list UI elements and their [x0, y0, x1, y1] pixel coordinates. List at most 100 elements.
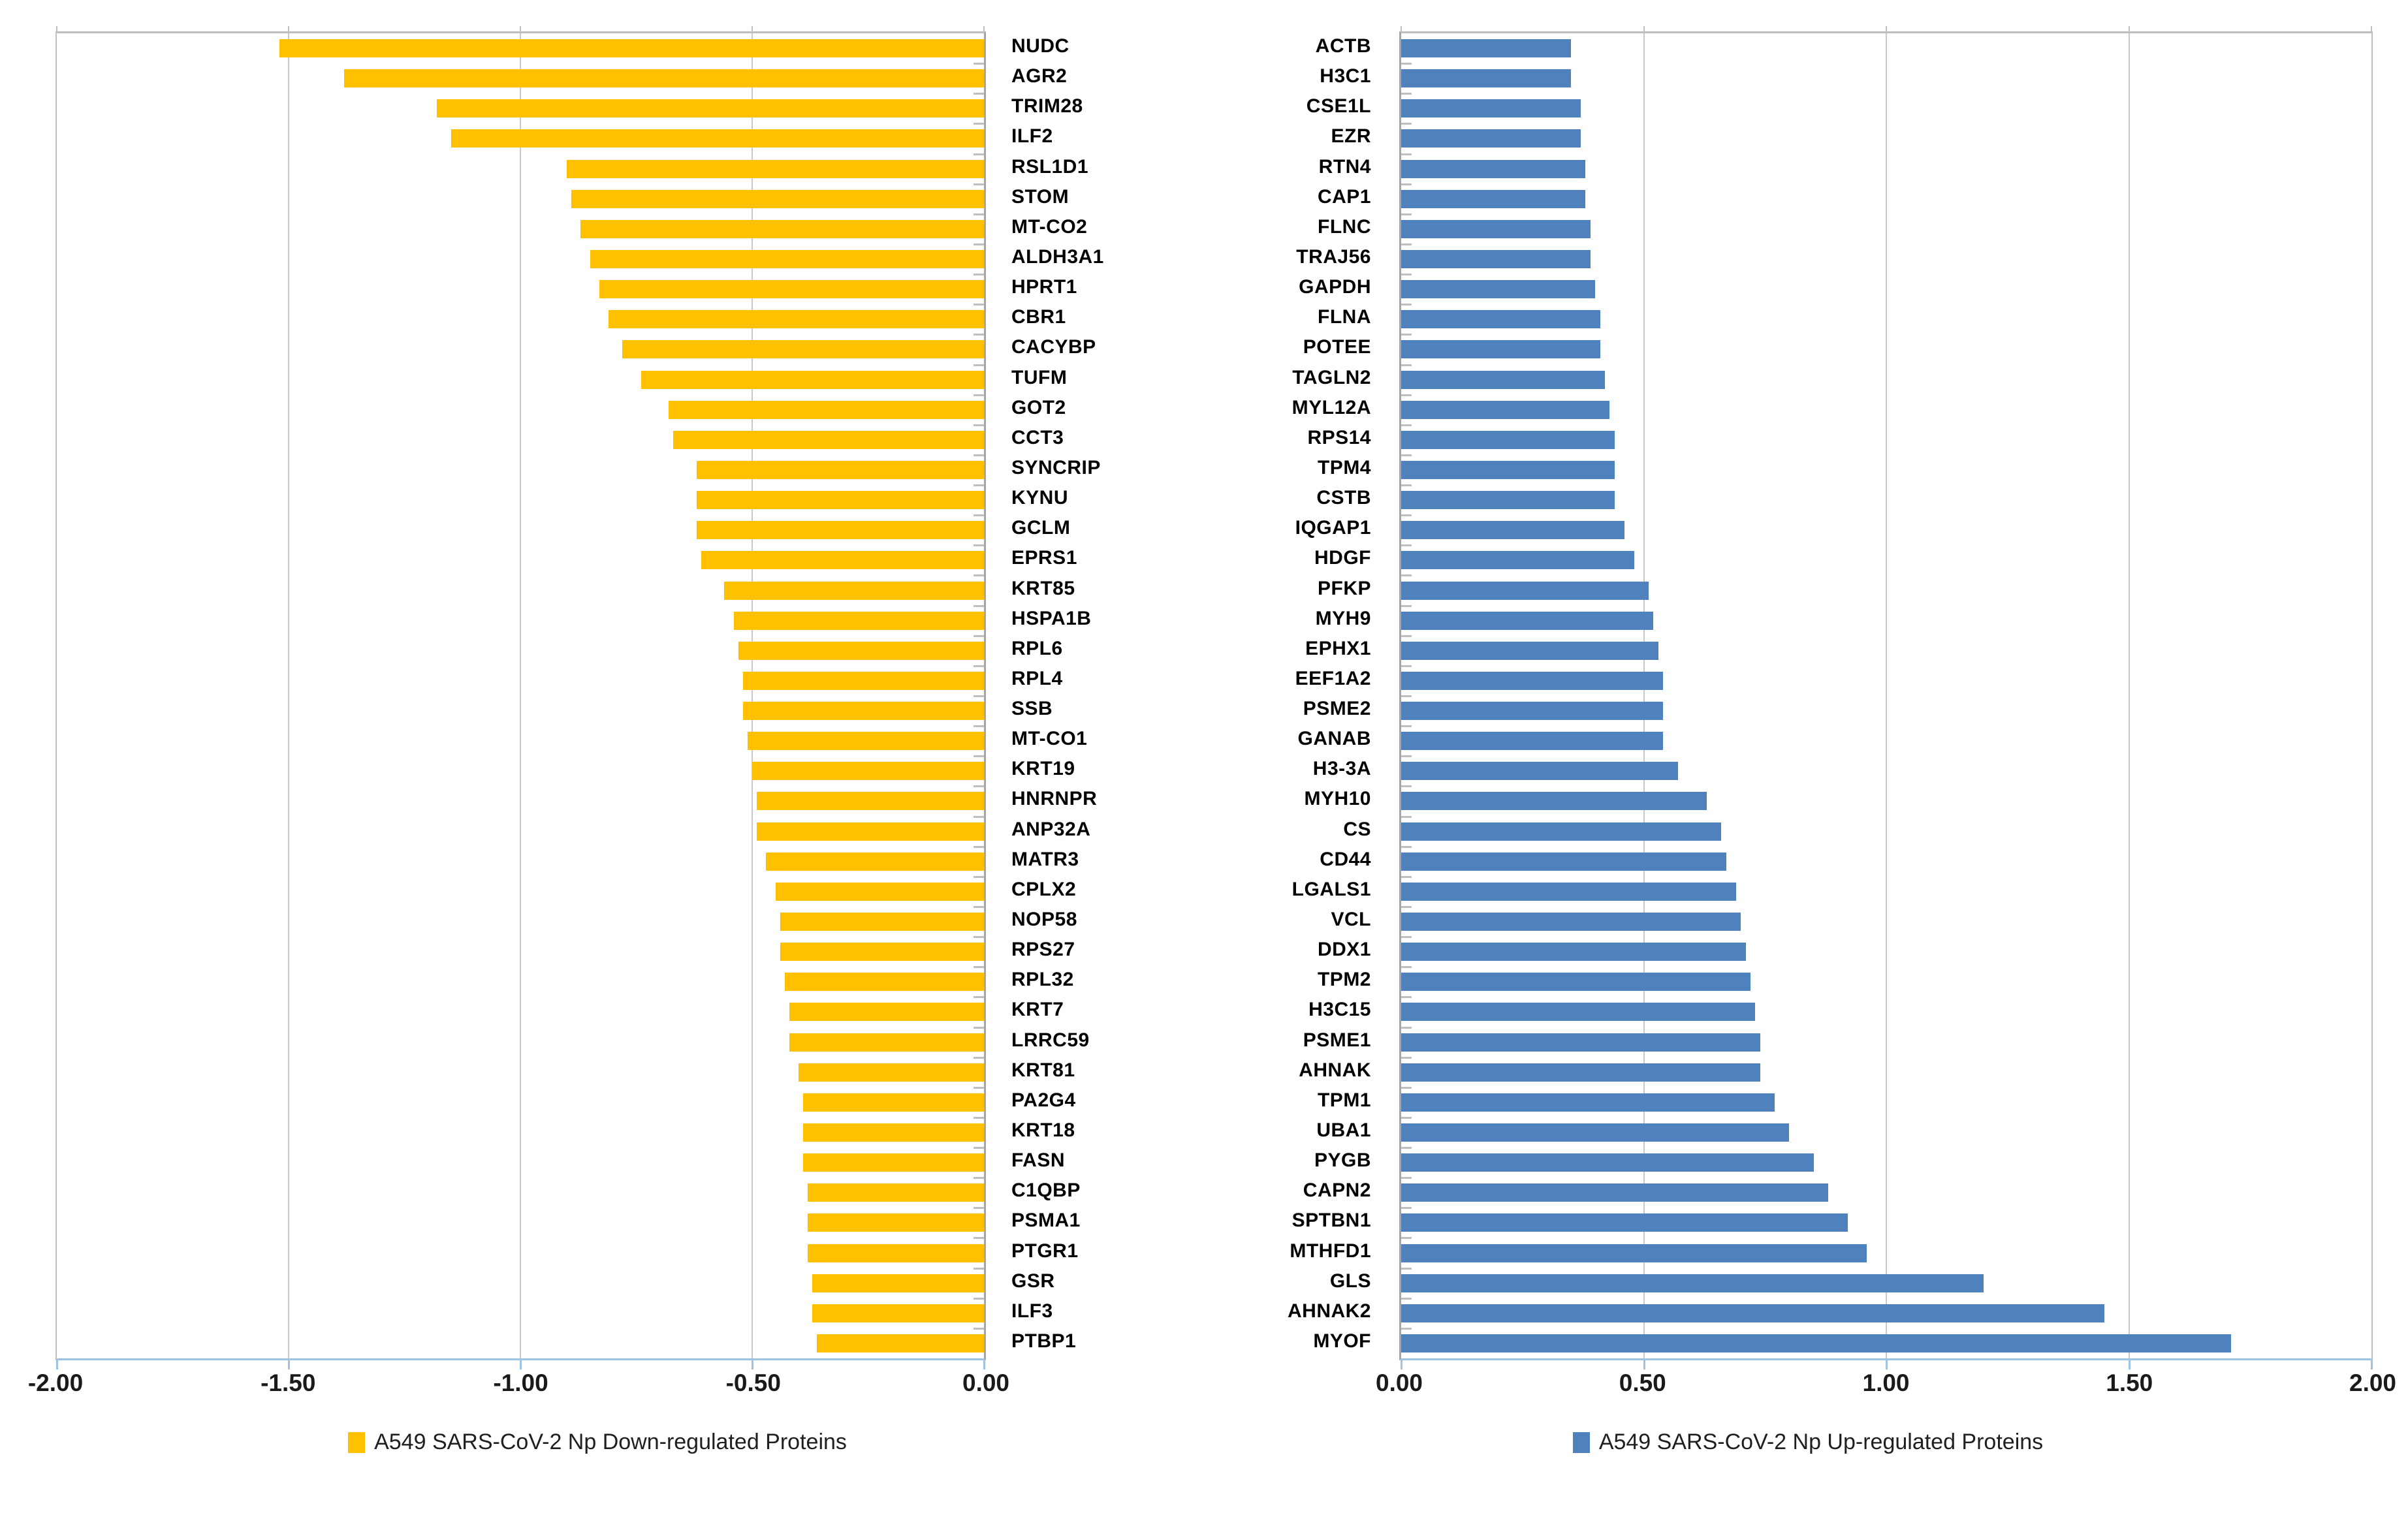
category-label-LGALS1: LGALS1	[1291, 878, 1371, 900]
category-axis-tick	[1401, 1177, 1412, 1180]
category-axis-tick	[974, 1026, 984, 1029]
category-label-ANP32A: ANP32A	[1011, 818, 1091, 840]
gridline	[752, 33, 753, 1358]
bar-EPHX1	[1401, 641, 1658, 660]
bar-TAGLN2	[1401, 370, 1606, 389]
category-axis-tick	[974, 1177, 984, 1180]
category-label-GOT2: GOT2	[1011, 396, 1066, 418]
category-axis-tick	[1401, 1237, 1412, 1240]
gridline	[2128, 33, 2130, 1358]
category-label-GAPDH: GAPDH	[1299, 276, 1371, 298]
bar-EPRS1	[701, 551, 984, 570]
bar-FASN	[803, 1153, 984, 1172]
bar-H3-3A	[1401, 762, 1678, 781]
category-axis-tick	[1401, 274, 1412, 276]
category-label-CS: CS	[1343, 818, 1371, 840]
bar-CD44	[1401, 852, 1726, 871]
category-label-GCLM: GCLM	[1011, 517, 1071, 539]
bar-PA2G4	[803, 1093, 984, 1112]
category-label-PFKP: PFKP	[1317, 577, 1371, 599]
category-axis-tick	[1401, 424, 1412, 426]
category-label-EZR: EZR	[1331, 125, 1371, 148]
category-axis-tick	[974, 1267, 984, 1270]
axis-bottom-tick	[1886, 1360, 1888, 1369]
bar-VCL	[1401, 913, 1741, 931]
axis-top-tick	[288, 26, 289, 31]
bar-GANAB	[1401, 732, 1664, 751]
bar-CCT3	[673, 430, 984, 449]
bar-POTEE	[1401, 340, 1600, 359]
bar-PSMA1	[808, 1213, 984, 1232]
category-label-AHNAK2: AHNAK2	[1287, 1300, 1371, 1322]
axis-bottom-tick	[752, 1360, 753, 1369]
axis-bottom-tick	[1643, 1360, 1645, 1369]
bar-ACTB	[1401, 39, 1572, 58]
bar-TPM1	[1401, 1093, 1775, 1112]
category-label-KRT7: KRT7	[1011, 999, 1064, 1021]
bar-H3C15	[1401, 1003, 1756, 1022]
category-label-MT-CO2: MT-CO2	[1011, 215, 1088, 238]
category-axis-tick	[1401, 815, 1412, 818]
category-axis-tick	[1401, 394, 1412, 396]
category-label-HPRT1: HPRT1	[1011, 276, 1077, 298]
category-label-RPL6: RPL6	[1011, 637, 1063, 659]
gridline	[520, 33, 521, 1358]
bar-GAPDH	[1401, 280, 1596, 299]
category-label-CBR1: CBR1	[1011, 306, 1066, 328]
category-axis-tick	[1401, 484, 1412, 487]
bar-MTHFD1	[1401, 1243, 1867, 1262]
legend-swatch-down	[348, 1431, 366, 1453]
category-label-GLS: GLS	[1329, 1270, 1371, 1292]
bar-TUFM	[641, 370, 984, 389]
bar-NOP58	[780, 913, 984, 931]
bar-DDX1	[1401, 943, 1746, 962]
category-axis-tick	[974, 966, 984, 969]
bar-CPLX2	[775, 882, 984, 901]
bar-KYNU	[696, 491, 984, 510]
category-label-TPM1: TPM1	[1317, 1089, 1371, 1111]
category-axis-tick	[974, 634, 984, 637]
category-label-KRT18: KRT18	[1011, 1119, 1075, 1141]
category-label-H3C15: H3C15	[1308, 999, 1371, 1021]
category-axis-tick	[974, 574, 984, 577]
bar-CS	[1401, 822, 1722, 841]
category-label-DDX1: DDX1	[1317, 939, 1371, 961]
bar-MYH10	[1401, 792, 1707, 811]
bar-STOM	[571, 189, 984, 208]
category-label-RPL32: RPL32	[1011, 969, 1074, 991]
category-axis-tick	[974, 845, 984, 848]
category-axis-tick	[1401, 1116, 1412, 1119]
bar-RPL6	[738, 641, 984, 660]
bar-CACYBP	[622, 340, 984, 359]
bar-ANP32A	[757, 822, 984, 841]
bar-MT-CO2	[580, 219, 984, 238]
category-axis-tick	[974, 93, 984, 95]
category-label-KRT81: KRT81	[1011, 1059, 1075, 1081]
up-regulated-chart: ACTB H3C1 CSE1L EZR RTN4 CAP1 FLNC TRAJ56 GAPDH F…	[1208, 0, 2408, 1517]
category-axis-tick	[1401, 604, 1412, 607]
category-label-CPLX2: CPLX2	[1011, 878, 1077, 900]
category-label-RPS27: RPS27	[1011, 939, 1075, 961]
category-label-HSPA1B: HSPA1B	[1011, 607, 1092, 629]
category-label-CSTB: CSTB	[1316, 487, 1371, 509]
category-label-RSL1D1: RSL1D1	[1011, 155, 1089, 178]
bar-MATR3	[766, 852, 984, 871]
category-axis-tick	[1401, 514, 1412, 517]
category-axis-tick	[974, 996, 984, 999]
axis-top-tick	[1886, 26, 1887, 31]
category-label-STOM: STOM	[1011, 185, 1069, 208]
category-label-TUFM: TUFM	[1011, 366, 1068, 388]
bar-SPTBN1	[1401, 1213, 1848, 1232]
category-label-TRAJ56: TRAJ56	[1296, 246, 1371, 268]
bar-UBA1	[1401, 1123, 1790, 1142]
category-axis-tick	[974, 394, 984, 396]
bar-MYOF	[1401, 1334, 2231, 1353]
category-label-CAPN2: CAPN2	[1303, 1180, 1371, 1202]
category-axis-tick	[1401, 334, 1412, 336]
category-axis-tick	[974, 243, 984, 245]
bar-C1QBP	[808, 1183, 984, 1202]
bar-RTN4	[1401, 159, 1586, 178]
category-label-ILF3: ILF3	[1011, 1300, 1053, 1322]
bar-CBR1	[608, 310, 984, 329]
